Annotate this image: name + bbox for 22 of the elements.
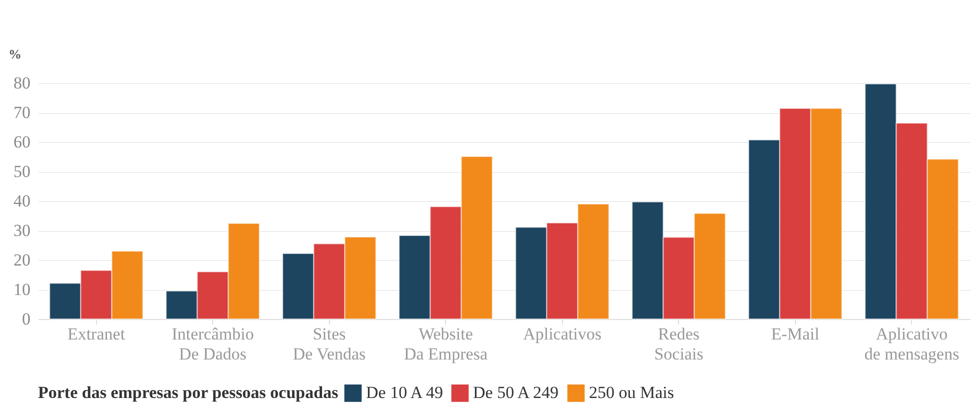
- y-tick-label: 60: [14, 132, 30, 152]
- y-tick-label: 20: [14, 250, 30, 270]
- x-tick-label: Website Da Empresa: [404, 324, 488, 364]
- legend-label: De 50 A 249: [473, 383, 558, 402]
- y-tick-label: 40: [14, 192, 30, 210]
- x-tick-label: Aplicativo de mensagens: [864, 324, 960, 364]
- x-tick-label: Aplicativos: [523, 324, 602, 344]
- y-tick-label: 0: [22, 310, 30, 328]
- x-tick-label: Sites De Vendas: [292, 324, 366, 364]
- y-tick-label: 50: [14, 162, 30, 181]
- y-tick-label: 70: [14, 103, 30, 122]
- y-axis-title: %: [8, 46, 22, 62]
- y-tick-label: 10: [14, 280, 30, 299]
- x-tick-label: Redes Sociais: [654, 324, 704, 364]
- legend-label: De 10 A 49: [366, 383, 443, 402]
- y-tick-label: 30: [14, 221, 30, 240]
- x-tick-label: Extranet: [67, 324, 126, 344]
- legend-label: 250 ou Mais: [589, 383, 674, 402]
- x-tick-label: Intercâmbio De Dados: [172, 324, 254, 364]
- y-tick-label: 80: [14, 74, 30, 92]
- legend-title: Porte das empresas por pessoas ocupadas: [38, 383, 339, 402]
- x-tick-label: E-Mail: [771, 324, 820, 344]
